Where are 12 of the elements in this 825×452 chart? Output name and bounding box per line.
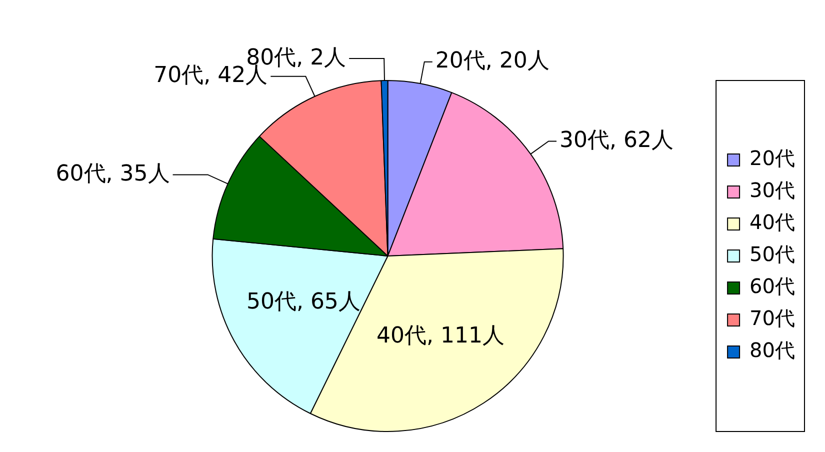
data-label: 60代, 35人	[56, 161, 170, 186]
legend-label: 50代	[750, 242, 796, 266]
legend-label: 70代	[750, 306, 796, 330]
legend-label: 20代	[750, 146, 796, 170]
data-label: 50代, 65人	[246, 290, 360, 315]
legend-label: 30代	[750, 178, 796, 202]
legend-label: 60代	[750, 274, 796, 298]
data-label: 30代, 62人	[560, 128, 674, 153]
legend-label: 80代	[750, 338, 796, 362]
data-label: 40代, 111人	[376, 324, 504, 349]
data-label: 20代, 20人	[435, 48, 550, 74]
legend-label: 40代	[750, 210, 796, 234]
